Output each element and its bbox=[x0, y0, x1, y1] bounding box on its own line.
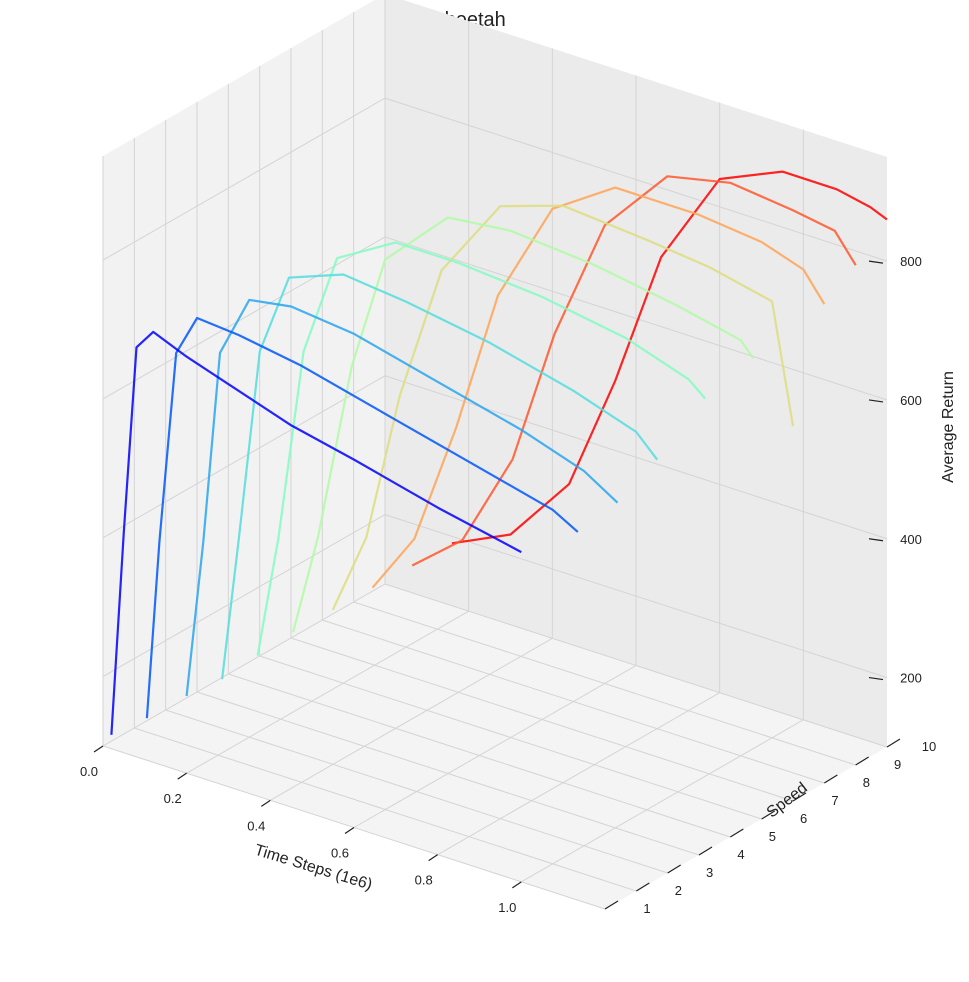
grid-line-y-floor bbox=[259, 655, 762, 820]
z-tick-label: 200 bbox=[900, 671, 922, 686]
series-line-speed-1 bbox=[110, 330, 522, 735]
grid-lines bbox=[102, 0, 888, 910]
series-line-speed-4 bbox=[221, 273, 659, 680]
x-tick-mark bbox=[512, 881, 522, 889]
grid-line-x-floor bbox=[353, 665, 637, 828]
y-tick-mark bbox=[636, 882, 650, 892]
z-axis-label: Average Return bbox=[940, 371, 957, 483]
x-tick-label: 0.2 bbox=[164, 791, 182, 806]
grid-line-z-side bbox=[102, 375, 386, 539]
x-tick-mark bbox=[93, 745, 104, 753]
grid-line-y-floor bbox=[228, 673, 731, 838]
side-pane bbox=[103, 0, 385, 746]
grid-line-x-floor bbox=[437, 692, 720, 856]
x-tick-mark bbox=[428, 854, 438, 862]
x-tick-mark bbox=[344, 827, 355, 834]
y-tick-label: 1 bbox=[643, 901, 650, 916]
grid-line-y-floor bbox=[353, 601, 856, 766]
grid-line-x-floor bbox=[270, 637, 553, 801]
series-line-speed-6 bbox=[292, 216, 755, 633]
z-tick-label: 600 bbox=[900, 393, 922, 408]
y-tick-mark bbox=[792, 792, 807, 802]
x-tick-label: 0.6 bbox=[331, 846, 349, 861]
grid-line-x-floor bbox=[102, 583, 386, 747]
series-line-speed-2 bbox=[145, 316, 579, 719]
grid-line-y-floor bbox=[322, 619, 825, 784]
y-tick-mark bbox=[824, 774, 838, 784]
y-tick-label: 3 bbox=[706, 865, 713, 880]
y-tick-label: 6 bbox=[800, 811, 807, 826]
y-tick-label: 7 bbox=[831, 793, 838, 808]
x-tick-mark bbox=[261, 799, 271, 807]
grid-line-y-floor bbox=[134, 727, 637, 892]
y-tick-label: 8 bbox=[863, 775, 870, 790]
series-line-speed-3 bbox=[185, 298, 619, 697]
x-tick-label: 0.0 bbox=[80, 764, 98, 779]
grid-line-x-floor bbox=[186, 610, 469, 774]
axes-group: 0.0 0.2 0.4 0.6 0.8 1.0 1 2 3 4 5 6 7 8 9 10 200 400 600 80… bbox=[80, 254, 936, 916]
series-line-speed-5 bbox=[256, 241, 707, 656]
z-tick-mark bbox=[868, 538, 884, 542]
y-tick-mark bbox=[855, 756, 869, 766]
series-line-speed-8 bbox=[371, 186, 826, 589]
y-tick-label: 5 bbox=[769, 829, 776, 844]
z-tick-label: 400 bbox=[900, 532, 922, 547]
y-tick-label: 2 bbox=[675, 883, 682, 898]
grid-line-z-back bbox=[384, 97, 888, 262]
y-tick-label: 9 bbox=[894, 757, 901, 772]
y-tick-label: 4 bbox=[737, 847, 744, 862]
grid-line-x-floor bbox=[521, 719, 804, 883]
z-tick-label: 800 bbox=[900, 254, 922, 269]
z-tick-mark bbox=[868, 399, 884, 403]
grid-line-z-side bbox=[102, 97, 386, 261]
y-tick-mark bbox=[761, 810, 775, 820]
x-tick-label: 0.4 bbox=[247, 818, 265, 833]
y-tick-mark bbox=[698, 846, 713, 856]
z-tick-mark bbox=[868, 260, 884, 264]
grid-line-y-floor bbox=[165, 709, 668, 874]
axis-panes bbox=[103, 0, 887, 909]
grid-line-z-back bbox=[384, 375, 888, 540]
y-tick-label: 10 bbox=[922, 739, 936, 754]
series-line-speed-9 bbox=[411, 175, 857, 567]
series-line-speed-7 bbox=[331, 204, 795, 611]
x-tick-mark bbox=[177, 772, 187, 780]
grid-line-z-side bbox=[102, 236, 386, 400]
y-tick-mark bbox=[730, 828, 744, 838]
x-axis-label: Time Steps (1e6) bbox=[252, 842, 374, 894]
series-line-speed-10 bbox=[451, 170, 888, 545]
grid-line-y-floor bbox=[384, 583, 888, 748]
grid-line-y-floor bbox=[196, 691, 700, 856]
x-tick-label: 1.0 bbox=[498, 900, 516, 915]
y-tick-mark bbox=[667, 864, 681, 874]
series-group bbox=[110, 170, 888, 735]
y-tick-mark bbox=[886, 738, 901, 748]
grid-line-y-floor bbox=[290, 637, 794, 802]
grid-line-z-side bbox=[102, 514, 386, 678]
z-tick-mark bbox=[868, 676, 884, 681]
y-tick-mark bbox=[604, 900, 619, 910]
grid-line-z-back bbox=[384, 236, 888, 401]
x-tick-label: 0.8 bbox=[415, 873, 433, 888]
